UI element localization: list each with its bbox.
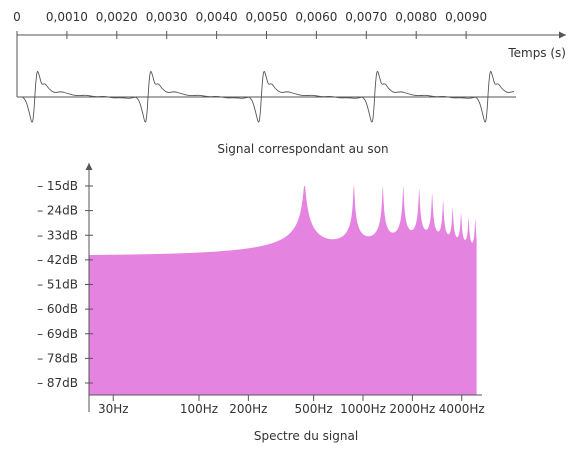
spectrum-y-tick-label: – 69dB [37,327,78,341]
spectrum-x-tick-label: 4000Hz [439,402,485,416]
signal-chart: 0 0,0010 0,0020 0,0030 0,0040 0,0050 0,0060 0,0… [13,10,566,156]
signal-x-tick-label: 0,0030 [146,10,188,24]
spectrum-y-tick-label: – 15dB [37,179,78,193]
signal-x-tick-label: 0,0080 [395,10,437,24]
spectrum-x-tick-label: 100Hz [180,402,218,416]
spectrum-y-tick-label: – 78dB [37,351,78,365]
spectrum-y-tick-label: – 60dB [37,302,78,316]
signal-x-tick-label: 0,0020 [96,10,138,24]
spectrum-y-tick-label: – 24dB [37,204,78,218]
spectrum-x-tick-label: 2000Hz [389,402,435,416]
spectrum-x-ticks: 30Hz 100Hz 200Hz 500Hz 1000Hz 2000Hz 4000Hz [98,395,485,416]
spectrum-x-tick-label: 500Hz [295,402,333,416]
signal-x-tick-label: 0,0090 [445,10,487,24]
signal-x-tick-label: 0,0060 [295,10,337,24]
signal-x-tick-label: 0,0050 [246,10,288,24]
spectrum-area [89,186,477,395]
spectrum-y-tick-label: – 87dB [37,376,78,390]
spectrum-caption: Spectre du signal [254,429,358,443]
spectrum-y-tick-label: – 33dB [37,228,78,242]
signal-x-tick-label: 0 [13,10,21,24]
signal-waveform [22,71,515,123]
spectrum-x-tick-label: 1000Hz [340,402,386,416]
spectrum-y-ticks: – 15dB – 24dB – 33dB – 42dB – 51dB – 60dB – 69… [37,179,93,390]
spectrum-x-tick-label: 200Hz [229,402,267,416]
spectrum-x-tick-label: 30Hz [98,402,129,416]
signal-x-axis-label: Temps (s) [507,46,566,60]
signal-x-axis-arrow [559,31,566,39]
signal-x-tick-label: 0,0070 [345,10,387,24]
signal-x-tick-label: 0,0040 [196,10,238,24]
spectrum-y-tick-label: – 51dB [37,278,78,292]
spectrum-y-axis-arrow [85,163,93,170]
signal-caption: Signal correspondant au son [217,142,388,156]
signal-x-ticks: 0 0,0010 0,0020 0,0030 0,0040 0,0050 0,0060 0,0… [13,10,487,39]
spectrum-chart: – 15dB – 24dB – 33dB – 42dB – 51dB – 60dB – 69… [37,163,485,443]
spectrum-y-tick-label: – 42dB [37,253,78,267]
signal-x-tick-label: 0,0010 [46,10,88,24]
